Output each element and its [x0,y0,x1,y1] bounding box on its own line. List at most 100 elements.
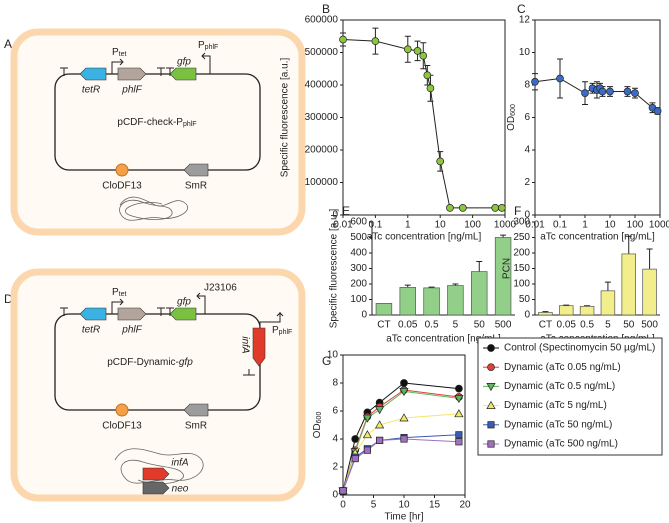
label-text: OD [312,423,323,438]
marker [371,37,380,45]
gene-arrow [79,307,107,321]
marker [598,87,607,96]
x-axis-label: aTc concentration [ng/mL] [386,334,501,345]
y-tick-label: 400000 [305,80,339,91]
x-tick-label: 100 [464,220,481,231]
marker [339,35,347,44]
y-tick-label: 300 [350,263,367,274]
marker [487,344,495,352]
y-tick-label: 100 [513,279,530,290]
panel-label: E [342,204,350,218]
marker [403,45,412,54]
legend-label: Dynamic (aTc 5 ng/mL) [504,400,607,411]
y-tick-label: 0 [332,490,338,501]
label-sub: 600 [510,104,517,116]
marker [454,395,464,404]
gene-label: infA [239,336,250,354]
marker [436,157,445,166]
marker [419,51,428,60]
x-axis-label: aTc concentration [ng/mL] [367,232,482,243]
terminator [60,67,174,76]
gene-label: phlF [121,85,142,96]
marker [399,388,409,397]
label-sub: 600 [316,412,323,424]
y-axis-label: Specific fluorescence [a.u.] [329,209,340,329]
x-tick-label: 1 [582,220,588,231]
y-tick-label: 250 [513,232,530,243]
x-tick-label: 0.05 [398,320,418,331]
marker [455,431,463,439]
legend-label: Dynamic (aTc 0.5 ng/mL) [504,381,615,392]
marker [351,455,359,463]
gene-label: phlF [121,325,142,336]
marker [423,71,432,80]
y-tick-label: 0 [524,310,530,321]
diagram-a: A tetR phlF gfp Ptet PphlF pCDF-check-Pp… [4,28,306,236]
x-tick-label: 10 [604,220,616,231]
bar [447,285,464,316]
gene-arrow [117,307,147,321]
y-tick-label: 600 [350,217,367,228]
x-tick-label: 1000 [649,220,669,231]
bar [559,305,574,316]
x-tick-label: 0.1 [553,220,567,231]
marker [454,409,464,418]
marker [413,47,422,55]
y-tick-label: 10 [327,350,339,361]
gene-arrow [183,163,209,177]
marker [363,446,371,454]
x-tick-label: CT [539,320,552,331]
x-tick-label: 5 [371,500,377,511]
chromosome [119,196,188,221]
legend-label: Dynamic (aTc 500 ng/mL) [504,439,618,450]
gene-label: gfp [177,297,191,308]
series-line [534,77,658,112]
gene-arrow [142,481,170,495]
cell [10,28,306,236]
bar [423,287,440,316]
x-tick-label: 0.1 [368,220,382,231]
marker [376,436,384,444]
marker [399,413,409,422]
x-axis-label: aTc concentration [ng/mL] [540,232,655,243]
y-tick-label: 2 [524,177,530,188]
series-line [342,434,459,491]
marker [623,87,632,96]
panel-label: D [4,292,13,306]
x-tick-label: 10 [435,220,447,231]
x-tick-label: 1 [405,220,411,231]
x-tick-label: 500 [495,320,512,331]
marker [362,430,373,439]
marker [400,379,408,387]
x-tick-label: 500 [641,320,658,331]
error-bar [646,248,653,270]
marker [487,440,495,448]
bar [579,305,595,316]
gene-label: gfp [177,57,191,68]
y-tick-label: 8 [332,378,338,389]
panel-label: F [514,204,521,218]
marker [426,84,435,93]
y-tick-label: 100000 [305,177,339,188]
promoter-label: PphlF [272,325,292,336]
marker-label: SmR [185,421,207,432]
bar [538,312,553,316]
y-tick-label: 2 [332,462,338,473]
y-tick-label: 50 [519,294,531,305]
y-axis-label: OD600 [312,412,323,439]
x-tick-label: 10 [398,500,410,511]
x-tick-label: 5 [453,320,459,331]
marker [400,435,408,443]
x-tick-label: 5 [605,320,611,331]
panel-label: C [517,2,526,16]
series-line [342,413,459,491]
x-tick-label: 0.5 [580,320,594,331]
x-tick-label: 0 [340,500,346,511]
axis-frame [342,19,506,216]
marker [374,406,385,415]
x-tick-label: 100 [627,220,644,231]
plasmid-name: pCDF-check-PphlF [117,117,196,128]
gene-label: tetR [82,85,100,96]
error-bar [404,284,411,288]
marker [486,383,496,392]
